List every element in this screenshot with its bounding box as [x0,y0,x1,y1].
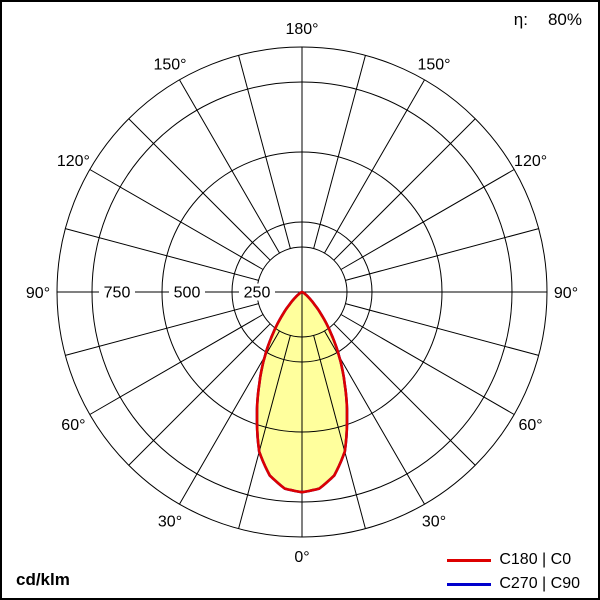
intensity-curves [255,290,349,494]
angle-label: 150° [417,56,450,73]
ring-labels: 750 500 250 [99,283,275,302]
legend: C180 | C0 C270 | C90 [447,550,580,594]
legend-item: C270 | C90 [447,574,580,594]
angle-label: 90° [26,285,50,302]
angle-label: 90° [554,285,578,302]
efficiency-label: η: [513,10,528,29]
efficiency-readout: η: 80% [514,10,582,30]
legend-line-swatch [447,582,492,586]
angle-labels: 180° 150° 150° 120° 120° 90° 90° 60° 60° 30° 30° 0° [26,21,578,566]
angle-label: 0° [294,549,309,566]
ring-value-label: 500 [174,285,201,302]
efficiency-value: 80% [547,10,582,29]
ring-value-label: 750 [104,285,131,302]
unit-label: cd/klm [16,570,70,589]
legend-label: C270 | C90 [499,575,580,592]
angle-label: 150° [153,56,186,73]
angle-label: 60° [61,417,85,434]
angle-label: 30° [422,514,446,531]
angle-label: 30° [158,514,182,531]
legend-label: C180 | C0 [499,551,572,568]
curve-c180-c0 [255,290,349,494]
angle-label: 120° [514,153,547,170]
angle-label: 120° [57,153,90,170]
ring-value-label: 250 [244,285,271,302]
angle-label: 180° [285,21,318,38]
legend-line-swatch [447,558,492,562]
angle-label: 60° [518,417,542,434]
legend-item: C180 | C0 [447,550,580,570]
